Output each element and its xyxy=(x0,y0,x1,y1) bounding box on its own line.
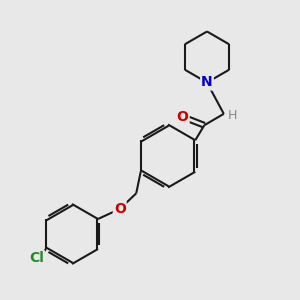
Text: O: O xyxy=(177,110,189,124)
Text: O: O xyxy=(114,202,126,216)
Text: Cl: Cl xyxy=(29,251,44,265)
Text: H: H xyxy=(227,109,237,122)
Text: N: N xyxy=(201,76,213,89)
